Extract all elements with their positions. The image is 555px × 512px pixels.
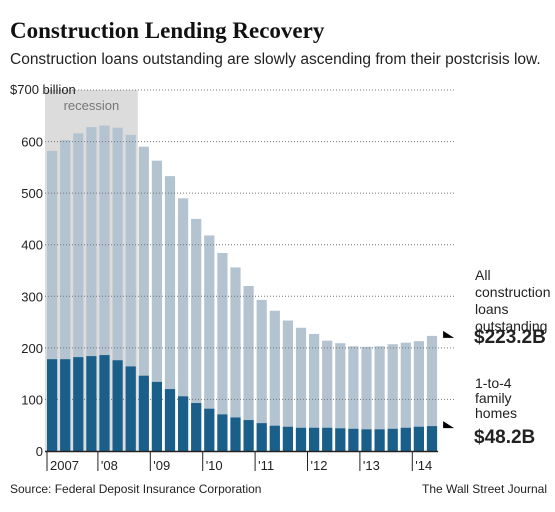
- family-bar: [164, 389, 176, 451]
- family-bar: [204, 408, 215, 451]
- y-tick-label: 0: [36, 444, 43, 459]
- y-tick-label: 500: [21, 186, 43, 201]
- total-bar: [309, 333, 320, 451]
- total-bar: [322, 340, 333, 451]
- y-tick-label: 400: [21, 238, 43, 253]
- y-tick-label: 600: [21, 135, 43, 150]
- family-bar: [138, 375, 149, 451]
- total-bar: [60, 140, 71, 451]
- recession-label: recession: [64, 98, 120, 113]
- family-series-label: homes: [475, 405, 517, 421]
- x-tick-label: '13: [363, 458, 380, 473]
- gridlines-layer: [45, 89, 455, 400]
- total-bar: [164, 176, 176, 452]
- total-bar: [426, 335, 438, 451]
- total-bar: [282, 320, 293, 451]
- total-bar: [348, 346, 359, 451]
- total-bar: [295, 327, 307, 451]
- y-tick-label: 300: [21, 289, 43, 304]
- family-bar: [86, 356, 97, 451]
- family-series-label: family: [475, 390, 512, 406]
- x-tick-label: '14: [415, 458, 432, 473]
- family-bar: [151, 381, 162, 451]
- total-series-label: outstanding: [475, 318, 547, 334]
- publisher-credit: The Wall Street Journal: [422, 482, 547, 496]
- x-tick-label: '09: [153, 458, 170, 473]
- total-end-pointer: [443, 330, 455, 338]
- total-bar: [47, 150, 58, 451]
- total-series-label: All: [475, 267, 491, 283]
- total-bar: [374, 346, 385, 451]
- family-bar: [309, 427, 320, 451]
- total-bar: [86, 127, 97, 451]
- family-bar: [99, 355, 110, 451]
- family-bar: [335, 428, 346, 451]
- total-series-label: construction: [475, 284, 550, 300]
- family-bar: [47, 359, 58, 451]
- family-bar: [348, 428, 359, 451]
- total-end-value: $223.2B: [474, 327, 546, 348]
- total-bar: [112, 127, 123, 451]
- x-tick-label: '10: [206, 458, 223, 473]
- y-tick-label: 200: [21, 341, 43, 356]
- total-bar: [73, 133, 84, 451]
- total-bar: [151, 160, 162, 451]
- family-bars-layer: [47, 355, 438, 451]
- total-bar: [178, 198, 189, 451]
- axis-layer: [45, 450, 439, 471]
- total-bars-layer: [47, 125, 438, 452]
- family-end-pointer: [443, 421, 455, 429]
- chart-subtitle: Construction loans outstanding are slowl…: [10, 51, 541, 68]
- total-bar: [217, 252, 228, 451]
- y-tick-label: $700 billion: [10, 82, 76, 97]
- family-bar: [217, 414, 228, 451]
- chart-title: Construction Lending Recovery: [10, 18, 325, 43]
- family-bar: [125, 366, 136, 451]
- total-bar: [204, 235, 215, 451]
- family-bar: [282, 426, 293, 451]
- family-bar: [400, 427, 411, 451]
- family-bar: [387, 428, 398, 451]
- total-bar: [138, 146, 149, 451]
- total-bar: [256, 299, 267, 451]
- total-bar: [413, 341, 424, 451]
- total-bar: [99, 125, 110, 451]
- total-bar: [269, 310, 280, 451]
- total-bar: [243, 285, 254, 451]
- family-bar: [426, 426, 438, 451]
- x-tick-label: '11: [258, 458, 274, 473]
- family-bar: [191, 403, 202, 451]
- family-bar: [178, 396, 189, 451]
- total-bar: [125, 134, 136, 452]
- x-tick-label: '12: [311, 458, 328, 473]
- family-bar: [269, 425, 280, 451]
- total-bar: [400, 342, 411, 451]
- family-bar: [73, 357, 84, 451]
- total-bar: [191, 218, 202, 451]
- labels-layer: recession 0 100 200 300 400 500 600 $700 billion…: [10, 82, 550, 473]
- total-bar: [335, 343, 346, 451]
- x-tick-label: 2007: [50, 458, 79, 473]
- total-bar: [361, 346, 372, 451]
- family-bar: [243, 420, 254, 451]
- total-bar: [230, 267, 241, 451]
- x-tick-label: '08: [101, 458, 118, 473]
- family-bar: [322, 427, 333, 451]
- family-bar: [361, 429, 372, 451]
- family-bar: [295, 427, 307, 451]
- total-series-label: loans: [475, 301, 508, 317]
- family-bar: [230, 417, 241, 451]
- family-bar: [256, 423, 267, 451]
- y-tick-label: 100: [21, 392, 43, 407]
- total-bar: [387, 344, 398, 451]
- family-bar: [60, 359, 71, 451]
- family-bar: [112, 360, 123, 451]
- source-note: Source: Federal Deposit Insurance Corpor…: [10, 482, 262, 496]
- family-bar: [374, 429, 385, 451]
- family-end-value: $48.2B: [474, 427, 535, 448]
- family-bar: [413, 426, 424, 451]
- family-series-label: 1-to-4: [475, 375, 512, 391]
